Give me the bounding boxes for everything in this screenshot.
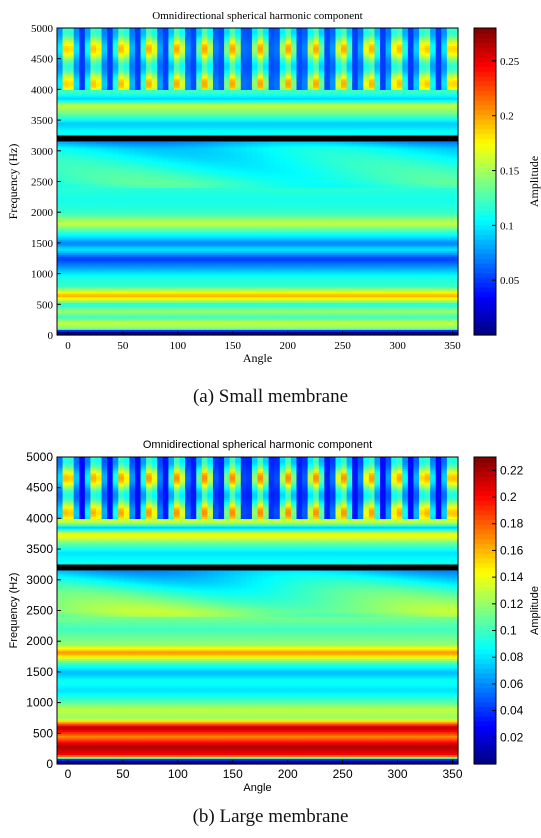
chart-panel-0: 0 50 100 150 200 250 300 3500500100015002000250… xyxy=(6,10,541,365)
heatmap-cells xyxy=(57,28,459,336)
